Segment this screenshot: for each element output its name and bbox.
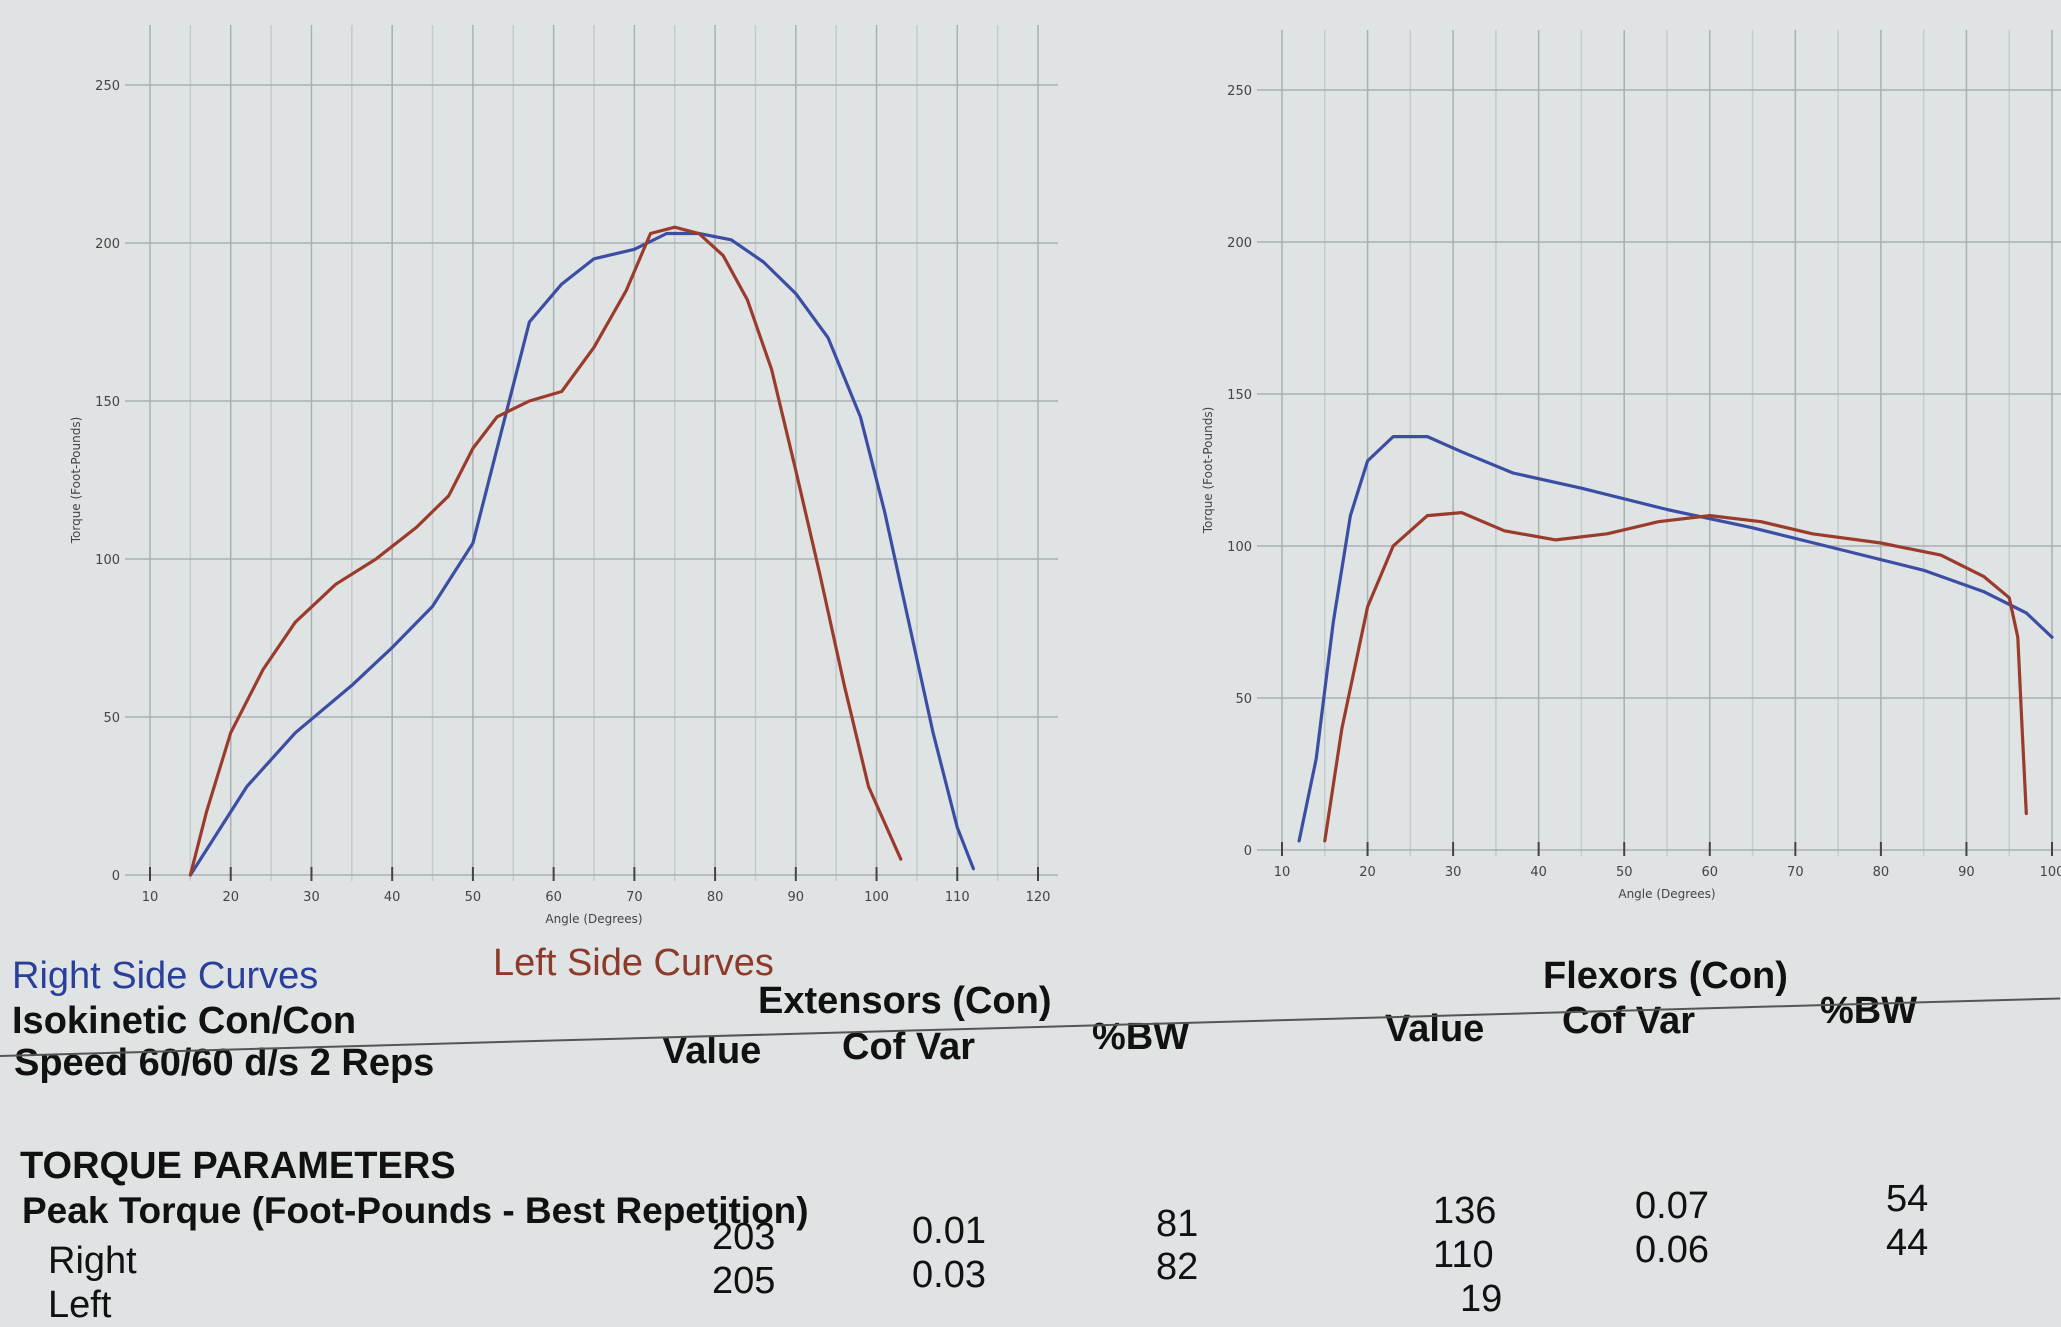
chart2-xtick-label: 60 xyxy=(1702,865,1719,880)
ext-right-cofvar: 0.01 xyxy=(912,1210,986,1252)
chart2-xlabel: Angle (Degrees) xyxy=(1618,887,1715,901)
flex-left-value: 110 xyxy=(1433,1234,1494,1276)
flex-right-bw: 54 xyxy=(1886,1178,1929,1220)
legend-right-side: Right Side Curves xyxy=(12,955,319,997)
section-title: TORQUE PARAMETERS xyxy=(20,1145,456,1187)
chart1-xtick-label: 90 xyxy=(788,890,805,905)
extensors-cofvar-header: Cof Var xyxy=(842,1026,976,1068)
chart2-right-side-curve xyxy=(1297,435,2054,843)
chart2-ylabel: Torque (Foot-Pounds) xyxy=(1201,407,1215,535)
ext-right-value: 203 xyxy=(712,1216,776,1258)
section-subtitle: Peak Torque (Foot-Pounds - Best Repetiti… xyxy=(22,1190,809,1231)
flex-deficit: 19 xyxy=(1460,1278,1503,1320)
flexors-bw-header: %BW xyxy=(1820,990,1918,1032)
chart1-ytick-label: 150 xyxy=(95,395,120,410)
flex-left-cofvar: 0.06 xyxy=(1635,1229,1709,1271)
chart1-xtick-label: 110 xyxy=(945,890,970,905)
chart1-xtick-label: 100 xyxy=(864,890,889,905)
row-label-left: Left xyxy=(48,1284,112,1326)
chart1-right-side-curve xyxy=(188,231,975,877)
chart1-xtick-label: 20 xyxy=(222,890,239,905)
chart2-ytick-label: 200 xyxy=(1227,236,1252,251)
chart2-xtick-label: 90 xyxy=(1958,865,1975,880)
chart2-xtick-label: 10 xyxy=(1274,865,1291,880)
chart2-xtick-label: 40 xyxy=(1530,865,1547,880)
chart2-ytick-label: 150 xyxy=(1227,388,1252,403)
ext-left-cofvar: 0.03 xyxy=(912,1254,986,1296)
chart1-ytick-label: 250 xyxy=(95,79,120,94)
chart2-left-side-curve xyxy=(1323,511,2028,843)
chart1-xtick-label: 50 xyxy=(465,890,482,905)
ext-left-bw: 82 xyxy=(1156,1246,1199,1288)
extensors-header: Extensors (Con) xyxy=(758,980,1052,1022)
chart2-xtick-label: 30 xyxy=(1445,865,1462,880)
flex-left-bw: 44 xyxy=(1886,1222,1929,1264)
chart1-ytick-label: 100 xyxy=(95,553,120,568)
chart1-xtick-label: 60 xyxy=(545,890,562,905)
chart2-xtick-label: 20 xyxy=(1359,865,1376,880)
flex-right-value: 136 xyxy=(1433,1190,1497,1232)
chart1-left-side-curve xyxy=(188,225,903,877)
chart2-ytick-label: 0 xyxy=(1244,844,1252,859)
chart1-ylabel: Torque (Foot-Pounds) xyxy=(69,417,83,545)
row-label-right: Right xyxy=(48,1240,137,1282)
chart1-xtick-label: 10 xyxy=(142,890,159,905)
chart1-ytick-label: 200 xyxy=(95,237,120,252)
chart1-xtick-label: 30 xyxy=(303,890,320,905)
chart2-ytick-label: 100 xyxy=(1227,540,1252,555)
chart2-xtick-label: 100 xyxy=(2040,865,2061,880)
flexors-chart: 250 200 150 100 50 0 10 20 30 40 50 60 70 80 90 100 Angl… xyxy=(1201,30,2061,901)
chart2-ytick-label: 50 xyxy=(1235,692,1252,707)
chart1-xtick-label: 120 xyxy=(1026,890,1051,905)
legend-left-side: Left Side Curves xyxy=(493,942,774,984)
test-mode: Isokinetic Con/Con xyxy=(12,1000,357,1042)
ext-left-value: 205 xyxy=(712,1260,776,1302)
flexors-header: Flexors (Con) xyxy=(1543,955,1788,997)
chart2-xtick-label: 70 xyxy=(1787,865,1804,880)
chart1-ytick-label: 0 xyxy=(112,869,120,884)
chart1-xtick-label: 80 xyxy=(707,890,724,905)
chart2-xtick-label: 80 xyxy=(1873,865,1890,880)
chart1-xlabel: Angle (Degrees) xyxy=(545,912,642,926)
flex-right-cofvar: 0.07 xyxy=(1635,1185,1709,1227)
chart1-ytick-label: 50 xyxy=(103,711,120,726)
chart2-ytick-label: 250 xyxy=(1227,84,1252,99)
chart2-xtick-label: 50 xyxy=(1616,865,1633,880)
chart1-xtick-label: 70 xyxy=(626,890,643,905)
chart1-xtick-label: 40 xyxy=(384,890,401,905)
flexors-cofvar-header: Cof Var xyxy=(1562,1000,1696,1042)
extensors-chart: 250 200 150 100 50 0 10 20 30 40 50 60 70 80 90 100 110 1… xyxy=(69,25,1058,926)
ext-right-bw: 81 xyxy=(1156,1203,1199,1245)
